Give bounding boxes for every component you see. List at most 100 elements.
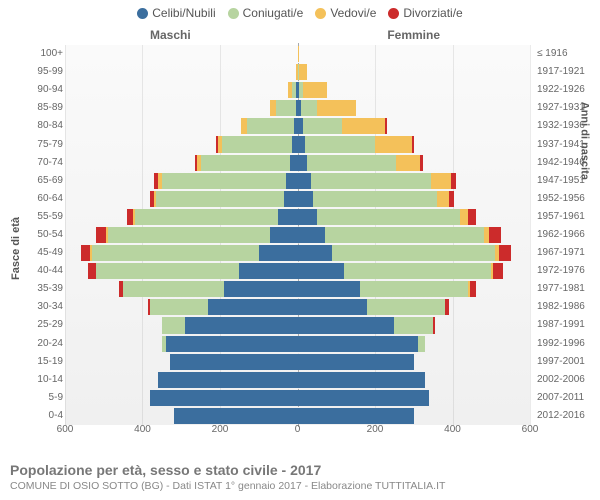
bar-male [119,281,297,297]
pyramid-row [65,117,530,135]
pyramid-row [65,298,530,316]
bar-segment [298,281,360,297]
bar-segment [298,317,395,333]
bar-segment [166,336,298,352]
bar-segment [298,136,306,152]
birth-label: 1942-1946 [537,158,592,168]
age-label: 0-4 [8,411,63,421]
bar-segment [284,191,298,207]
x-tick: 600 [522,424,539,435]
bar-segment [342,118,385,134]
male-label: Maschi [150,28,191,42]
pyramid-row [65,244,530,262]
bar-segment [449,191,455,207]
bar-female [298,209,476,225]
pyramid-row [65,371,530,389]
bar-segment [290,155,298,171]
bar-segment [195,155,197,171]
pyramid-row [65,81,530,99]
bar-female [298,82,327,98]
bar-segment [241,118,247,134]
bar-male [170,354,298,370]
bar-male [150,390,297,406]
legend-item: Divorziati/e [388,6,462,20]
bar-segment [420,155,424,171]
legend-item: Celibi/Nubili [137,6,215,20]
legend-item: Vedovi/e [315,6,376,20]
x-tick: 600 [57,424,74,435]
x-tick: 400 [134,424,151,435]
birth-label: 1997-2001 [537,357,592,367]
pyramid-row [65,226,530,244]
bar-segment [162,336,166,352]
x-tick: 400 [444,424,461,435]
pyramid-row [65,262,530,280]
birth-label: 2012-2016 [537,411,592,421]
bar-segment [396,155,419,171]
bar-segment [360,281,469,297]
bar-segment [135,209,278,225]
chart-area [65,45,530,425]
birth-label: 1987-1991 [537,320,592,330]
bar-segment [303,118,342,134]
legend-label: Vedovi/e [330,6,376,20]
bar-segment [451,173,457,189]
bar-segment [148,299,150,315]
bar-female [298,118,387,134]
bar-segment [218,136,222,152]
bar-male [150,191,297,207]
bar-segment [90,245,92,261]
bar-segment [299,64,307,80]
birth-label: 1917-1921 [537,67,592,77]
birth-label: 1922-1926 [537,85,592,95]
birth-label: 1932-1936 [537,121,592,131]
bar-female [298,155,424,171]
bar-male [162,317,298,333]
bar-segment [367,299,445,315]
x-tick: 0 [295,424,301,435]
bar-segment [286,173,298,189]
bar-female [298,173,457,189]
birth-label: 1927-1931 [537,103,592,113]
bar-segment [303,82,326,98]
bar-segment [489,227,501,243]
bar-segment [208,299,297,315]
age-label: 55-59 [8,212,63,222]
bar-segment [307,155,396,171]
bar-segment [298,155,308,171]
legend-label: Divorziati/e [403,6,462,20]
legend-item: Coniugati/e [228,6,304,20]
birth-label: 2002-2006 [537,375,592,385]
bar-female [298,46,300,62]
bar-female [298,372,426,388]
bar-male [154,173,297,189]
pyramid-row [65,208,530,226]
bar-segment [313,191,437,207]
age-label: 30-34 [8,302,63,312]
gridline [530,45,531,425]
bar-male [195,155,298,171]
bar-segment [150,191,154,207]
bar-segment [170,354,298,370]
bar-segment [298,173,312,189]
bar-segment [123,281,224,297]
age-label: 45-49 [8,248,63,258]
bar-segment [298,263,345,279]
birth-label: 1972-1976 [537,266,592,276]
bar-segment [156,191,284,207]
bar-segment [499,245,511,261]
bar-segment [298,299,368,315]
age-label: 65-69 [8,176,63,186]
age-label: 90-94 [8,85,63,95]
bar-segment [298,209,317,225]
age-label: 50-54 [8,230,63,240]
bar-male [127,209,298,225]
x-tick: 200 [367,424,384,435]
bar-female [298,336,426,352]
pyramid-row [65,63,530,81]
bar-female [298,317,436,333]
bar-segment [437,191,449,207]
bar-segment [96,263,239,279]
bar-segment [270,100,276,116]
age-label: 5-9 [8,393,63,403]
